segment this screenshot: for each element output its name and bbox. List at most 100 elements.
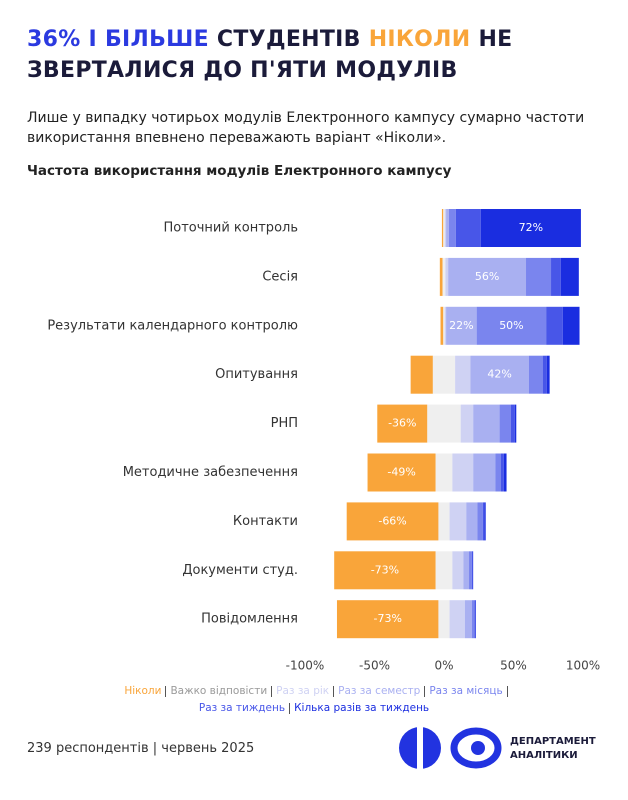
bar-segment (560, 257, 579, 296)
bar-segment (476, 306, 547, 345)
bar-segment (500, 453, 504, 492)
bar-segment (482, 502, 485, 541)
title-part: НІКОЛИ (368, 27, 471, 52)
logo-eye (450, 727, 502, 769)
bar-segment (427, 404, 461, 443)
x-tick-label: 100% (566, 659, 600, 673)
category-label: Поточний контроль (163, 221, 298, 236)
x-tick-label: 0% (434, 659, 453, 673)
bar-segment (438, 502, 450, 541)
bar-segment (474, 600, 476, 639)
value-label: 22% (449, 319, 473, 332)
legend-separator (271, 686, 273, 697)
category-label: Опитування (215, 367, 298, 382)
x-tick-label: 50% (500, 659, 527, 673)
value-label: 42% (487, 368, 511, 381)
footer: 239 респондентів | червень 2025 (27, 741, 255, 756)
bar-segment (480, 209, 581, 247)
bar-segment (455, 209, 481, 247)
subtitle: Лише у випадку чотирьох модулів Електрон… (27, 110, 585, 146)
title-part: СТУДЕНТІВ (208, 27, 369, 52)
bar-segment (463, 551, 470, 590)
title: 36% І БІЛЬШЕ СТУДЕНТІВ НІКОЛИ НЕ ЗВЕРТАЛ… (27, 24, 527, 86)
legend-entry: Раз за місяць (429, 685, 503, 697)
bar-segment (448, 257, 527, 296)
category-label: Контакти (233, 514, 298, 529)
bar-segment (439, 257, 443, 296)
bar-segment (438, 600, 450, 639)
legend-entry: Раз за тиждень (198, 702, 286, 714)
chart-title: Частота використання модулів Електронног… (27, 163, 452, 179)
bar-segment (449, 502, 467, 541)
bar-segment (495, 453, 501, 492)
legend-separator (333, 686, 335, 697)
bar-segment (410, 355, 433, 394)
bar-segment (455, 355, 471, 394)
x-tick-label: -100% (286, 659, 325, 673)
bar-segment (473, 404, 500, 443)
bar-segment (471, 600, 475, 639)
category-label: Результати календарного контролю (47, 318, 298, 333)
bar-segment (526, 257, 552, 296)
bar-segment (503, 453, 507, 492)
bar-segment (510, 404, 515, 443)
bar-segment (446, 306, 477, 345)
logo-pupil (471, 741, 485, 755)
bar-segment (514, 404, 517, 443)
bar-segment (346, 502, 439, 541)
legend-entry: Раз за рік (276, 685, 330, 697)
bar-segment (441, 209, 444, 247)
bar-segment (443, 306, 445, 345)
bar-segment (452, 551, 464, 590)
bar-segment (546, 306, 563, 345)
logo-text: АНАЛІТИКИ (510, 750, 578, 761)
bar-segment (446, 209, 449, 247)
legend-entry: Кілька разів за тиждень (294, 702, 430, 714)
bar-segment (448, 209, 456, 247)
bar-segment (464, 600, 472, 639)
logo (399, 726, 502, 770)
bar-segment (336, 600, 439, 639)
bar-segment (470, 355, 529, 394)
bar-segment (435, 551, 453, 590)
bar-segment (445, 257, 449, 296)
value-label: 72% (519, 221, 543, 234)
title-part: НЕ ЗВЕРТАЛИСЯ ДО П'ЯТИ МОДУЛІВ (27, 27, 513, 83)
legend-entry: Важко відповісти (170, 685, 268, 697)
category-label: Сесія (262, 269, 298, 284)
value-label: -36% (388, 417, 416, 430)
bar-segment (499, 404, 511, 443)
bar-segment (440, 306, 444, 345)
bar-segment (542, 355, 547, 394)
bar-segment (477, 502, 483, 541)
bar-segment (460, 404, 474, 443)
bar-segment (471, 551, 474, 590)
bar-segment (473, 453, 496, 492)
x-tick-label: -50% (359, 659, 390, 673)
category-label: РНП (271, 416, 298, 431)
bar-segment (469, 551, 472, 590)
value-label: -73% (373, 612, 401, 625)
bar-segment (444, 306, 447, 345)
value-label: -49% (387, 466, 415, 479)
bar-segment (442, 257, 446, 296)
bar-segment (466, 502, 478, 541)
category-label: Повідомлення (201, 612, 298, 627)
bar-segment (435, 453, 453, 492)
bar-segment (377, 404, 428, 443)
bar-segment (528, 355, 543, 394)
title-part: 36% І БІЛЬШЕ (27, 27, 209, 52)
bar-segment (562, 306, 580, 345)
bar-segment (444, 209, 447, 247)
legend-entry: Ніколи (124, 685, 162, 697)
bar-segment (551, 257, 561, 296)
value-label: -73% (371, 563, 399, 576)
legend-entry: Раз за семестр (338, 685, 421, 697)
legend: Ніколи Важко відповісти Раз за рік Раз за с… (104, 683, 524, 717)
category-label: Методичне забезпечення (123, 465, 298, 480)
value-label: 50% (499, 319, 523, 332)
category-label: Документи студ. (182, 563, 298, 578)
legend-separator (165, 686, 167, 697)
